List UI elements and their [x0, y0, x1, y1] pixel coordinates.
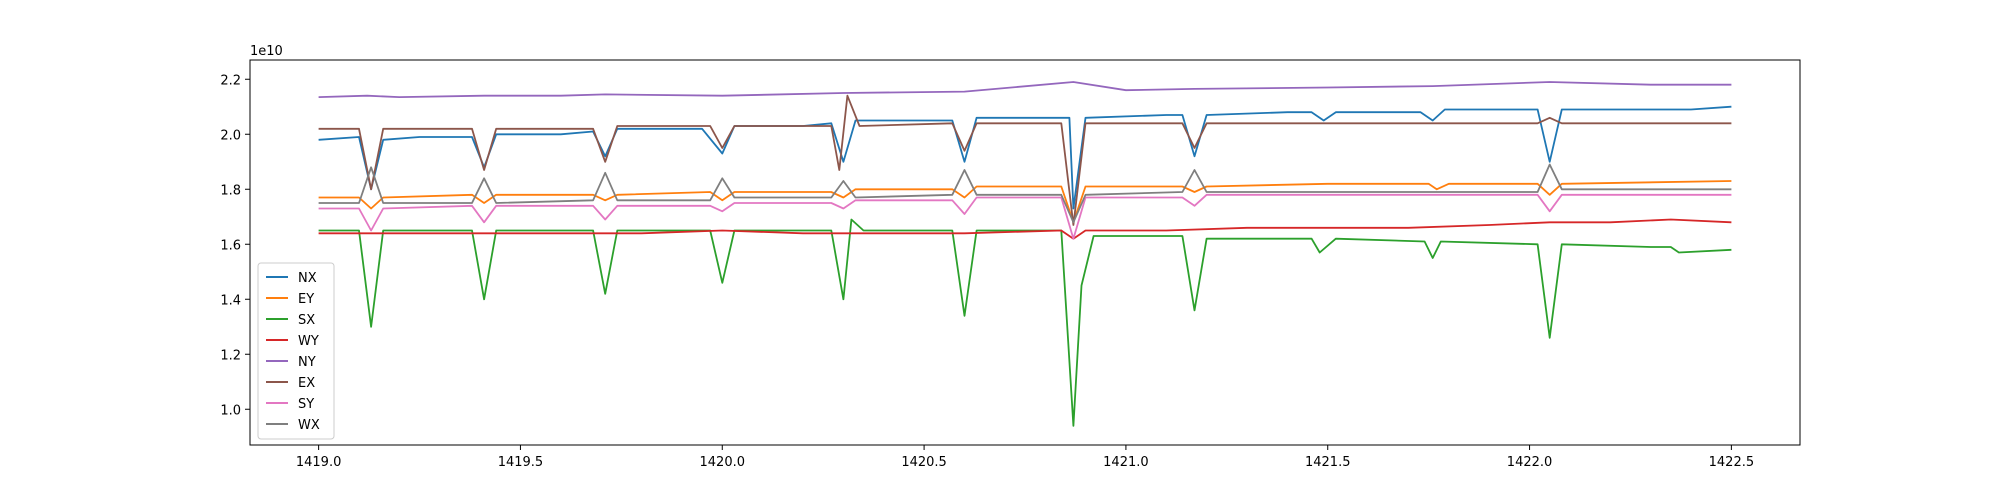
legend: NX EY SX WY NY EX SY WX	[257, 262, 335, 440]
x-axis: 1419.0 1419.5 1420.0 1420.5 1421.0 1421.5 1422…	[296, 445, 1754, 470]
x-tick-label: 1419.5	[498, 455, 544, 470]
legend-label-ny: NY	[298, 355, 316, 370]
legend-label-nx: NX	[298, 271, 317, 286]
legend-label-ex: EX	[298, 376, 315, 391]
legend-label-wx: WX	[298, 418, 320, 433]
y-tick-label: 1.0	[220, 403, 241, 418]
x-tick-label: 1420.5	[901, 455, 947, 470]
series-line-ex	[318, 94, 1732, 226]
x-tick-label: 1421.5	[1305, 455, 1351, 470]
y-axis: 1.0 1.2 1.4 1.6 1.8 2.0 2.2	[220, 73, 250, 418]
y-tick-label: 1.2	[220, 348, 241, 363]
series-line-ey	[318, 180, 1732, 224]
y-tick-label: 2.2	[220, 73, 241, 88]
x-tick-label: 1420.0	[700, 455, 746, 470]
x-tick-label: 1421.0	[1103, 455, 1149, 470]
y-tick-label: 1.4	[220, 293, 241, 308]
legend-box	[257, 262, 335, 440]
legend-label-sx: SX	[298, 313, 315, 328]
y-tick-label: 1.8	[220, 183, 241, 198]
series-line-nx	[318, 105, 1732, 210]
y-offset-text: 1e10	[250, 44, 283, 59]
series-line-wx	[318, 163, 1732, 224]
series-line-sy	[318, 193, 1732, 240]
x-tick-label: 1419.0	[296, 455, 342, 470]
y-tick-label: 1.6	[220, 238, 241, 253]
legend-label-sy: SY	[298, 397, 314, 412]
x-tick-label: 1422.0	[1507, 455, 1553, 470]
axes-frame	[249, 59, 1801, 446]
series-line-ny	[318, 81, 1732, 98]
y-tick-label: 2.0	[220, 128, 241, 143]
x-tick-label: 1422.5	[1709, 455, 1755, 470]
legend-label-ey: EY	[298, 292, 314, 307]
legend-label-wy: WY	[298, 334, 319, 349]
plot-lines	[318, 81, 1732, 427]
